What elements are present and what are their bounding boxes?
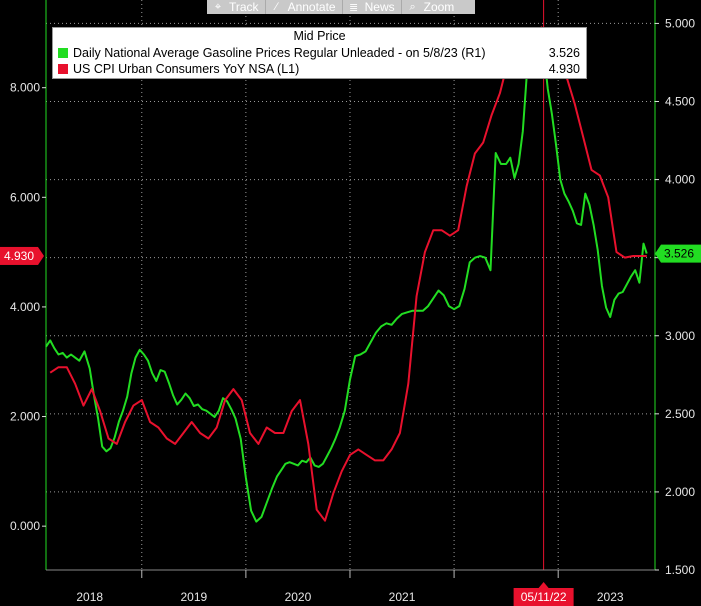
left-tick-label: 4.000: [10, 300, 40, 314]
zoom-label: Zoom: [423, 0, 455, 14]
chart-legend: Mid Price Daily National Average Gasolin…: [52, 27, 587, 79]
left-tick-label: 0.000: [10, 519, 40, 533]
right-tick-label: 3.000: [665, 329, 695, 343]
right-tick-label: 4.000: [665, 173, 695, 187]
legend-value-cpi: 4.930: [548, 62, 580, 76]
cpi-yoy-line: [49, 26, 647, 522]
gasoline-swatch: [58, 48, 68, 58]
right-tick-label: 2.000: [665, 485, 695, 499]
track-button[interactable]: ⌖ Track: [207, 0, 266, 14]
x-tick-label: 2019: [180, 590, 207, 604]
cursor-date-pointer: [538, 582, 549, 588]
gasoline-value-marker-label: 3.526: [664, 247, 694, 261]
legend-label-cpi: US CPI Urban Consumers YoY NSA (L1): [73, 62, 300, 76]
legend-label-gasoline: Daily National Average Gasoline Prices R…: [73, 46, 486, 60]
pencil-icon: ∕: [275, 1, 278, 13]
left-tick-label: 6.000: [10, 190, 40, 204]
right-tick-label: 5.000: [665, 16, 695, 30]
track-label: Track: [229, 0, 259, 14]
x-tick-label: 2018: [76, 590, 103, 604]
zoom-button[interactable]: ⌕ Zoom: [402, 0, 461, 14]
legend-item-cpi[interactable]: US CPI Urban Consumers YoY NSA (L1) 4.93…: [53, 61, 586, 77]
cursor-date-box: [513, 588, 574, 606]
gasoline-value-marker: [661, 244, 701, 263]
right-tick-label: 2.500: [665, 407, 695, 421]
axes-layer: 0.000 2.000 4.000 6.000 8.000 1.500 2.000 2.500…: [10, 0, 695, 604]
gasoline-value-marker-arrow: [655, 244, 661, 263]
cpi-value-marker: [0, 246, 38, 265]
cursor-date-label: 05/11/22: [521, 590, 567, 604]
x-tick-label: 2020: [285, 590, 312, 604]
legend-title: Mid Price: [293, 29, 346, 43]
news-label: News: [364, 0, 395, 14]
gasoline-price-line: [45, 27, 648, 523]
annotate-button[interactable]: ∕ Annotate: [266, 0, 343, 14]
legend-item-gasoline[interactable]: Daily National Average Gasoline Prices R…: [53, 45, 586, 61]
annotate-label: Annotate: [287, 0, 336, 14]
chart-toolbar: ⌖ Track ∕ Annotate ≣ News ⌕ Zoom: [207, 0, 475, 14]
x-tick-label: 2021: [389, 590, 416, 604]
cpi-value-marker-arrow: [38, 246, 44, 265]
left-tick-label: 8.000: [10, 81, 40, 95]
cpi-value-marker-label: 4.930: [4, 249, 34, 263]
magnifier-icon: ⌕: [409, 0, 416, 13]
left-tick-label: 2.000: [10, 410, 40, 424]
right-tick-label: 4.500: [665, 95, 695, 109]
legend-value-gasoline: 3.526: [548, 46, 580, 60]
news-button[interactable]: ≣ News: [343, 0, 402, 14]
cpi-swatch: [58, 64, 68, 74]
news-icon: ≣: [349, 1, 359, 14]
crosshair-icon: ⌖: [214, 0, 222, 13]
right-tick-label: 1.500: [665, 563, 695, 577]
grid-lines: [46, 0, 655, 571]
value-markers: 05/11/22 4.930 3.526: [0, 244, 701, 606]
x-tick-label: 2023: [597, 590, 624, 604]
